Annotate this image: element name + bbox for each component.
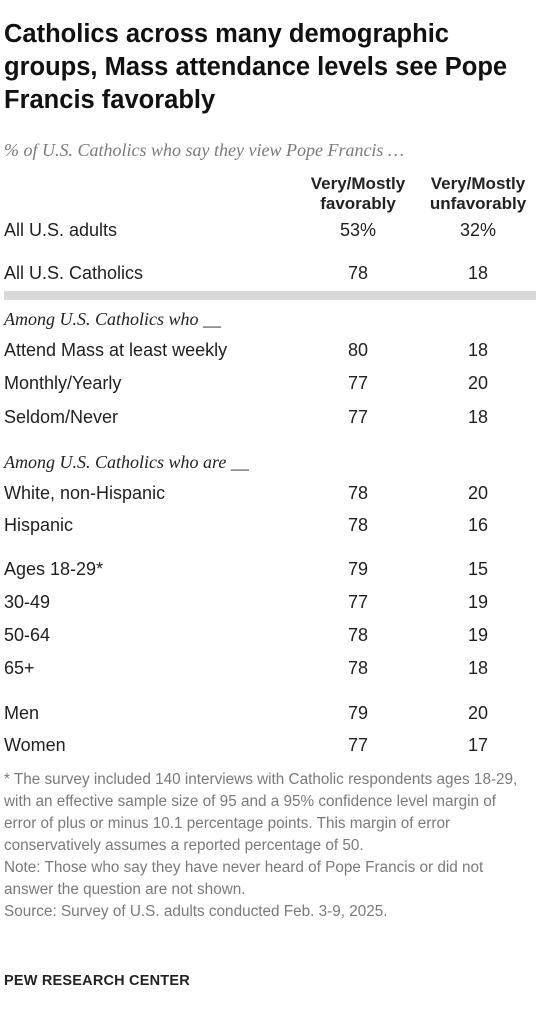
row-label: Hispanic [4,515,74,535]
table-row: Hispanic 78 16 [0,512,536,538]
value-unfavorably: 18 [467,407,489,427]
row-label: Women [4,735,66,755]
value-favorably: 79 [347,559,369,579]
value-unfavorably: 32% [459,220,497,240]
row-label: Seldom/Never [4,407,119,427]
value-unfavorably: 18 [467,263,489,283]
value-unfavorably: 19 [467,625,489,645]
row-label: All U.S. Catholics [4,263,144,283]
value-unfavorably: 15 [467,559,489,579]
table-row: White, non-Hispanic 78 20 [0,480,536,506]
value-favorably: 53% [339,220,377,240]
value-unfavorably: 16 [467,515,489,535]
value-favorably: 77 [347,592,369,612]
value-unfavorably: 18 [467,658,489,678]
value-favorably: 78 [347,658,369,678]
table-row: Monthly/Yearly 77 20 [0,370,536,396]
table-row: Attend Mass at least weekly 80 18 [0,337,536,363]
chart-title: Catholics across many demographic groups… [4,20,508,114]
row-label: All U.S. adults [4,220,118,240]
row-label: Men [4,703,40,723]
value-unfavorably: 20 [467,373,489,393]
table-row: Ages 18-29* 79 15 [0,556,536,582]
table-row: All U.S. Catholics 78 18 [0,260,536,286]
value-favorably: 78 [347,263,369,283]
row-label: Ages 18-29* [4,559,104,579]
table-row: 50-64 78 19 [0,622,536,648]
table-row: All U.S. adults 53% 32% [0,217,536,243]
column-header-unfavorably: Very/Mostly unfavorably [429,174,527,213]
value-favorably: 78 [347,625,369,645]
value-unfavorably: 19 [467,592,489,612]
section-label: Among U.S. Catholics who __ [4,309,222,329]
table-row: Seldom/Never 77 18 [0,404,536,430]
value-favorably: 77 [347,735,369,755]
chart-subtitle: % of U.S. Catholics who say they view Po… [4,140,404,160]
footnote: * The survey included 140 interviews wit… [4,771,518,854]
section-label: Among U.S. Catholics who are __ [4,452,249,472]
table-row: Women 77 17 [0,732,536,758]
value-favorably: 80 [347,340,369,360]
table-row: 30-49 77 19 [0,589,536,615]
row-label: 50-64 [4,625,51,645]
row-label: White, non-Hispanic [4,483,166,503]
row-label: Attend Mass at least weekly [4,340,228,360]
source: Source: Survey of U.S. adults conducted … [4,903,388,920]
value-favorably: 78 [347,483,369,503]
table-row: 65+ 78 18 [0,655,536,681]
value-favorably: 78 [347,515,369,535]
note: Note: Those who say they have never hear… [4,859,484,898]
footer-brand: PEW RESEARCH CENTER [4,973,190,989]
notes: * The survey included 140 interviews wit… [4,769,524,923]
value-unfavorably: 17 [467,735,489,755]
row-label: Monthly/Yearly [4,373,122,393]
value-unfavorably: 20 [467,483,489,503]
value-unfavorably: 18 [467,340,489,360]
value-unfavorably: 20 [467,703,489,723]
section-divider [4,291,536,300]
column-header-favorably: Very/Mostly favorably [310,174,406,213]
value-favorably: 79 [347,703,369,723]
table-row: Men 79 20 [0,700,536,726]
value-favorably: 77 [347,373,369,393]
row-label: 65+ [4,658,35,678]
row-label: 30-49 [4,592,51,612]
value-favorably: 77 [347,407,369,427]
